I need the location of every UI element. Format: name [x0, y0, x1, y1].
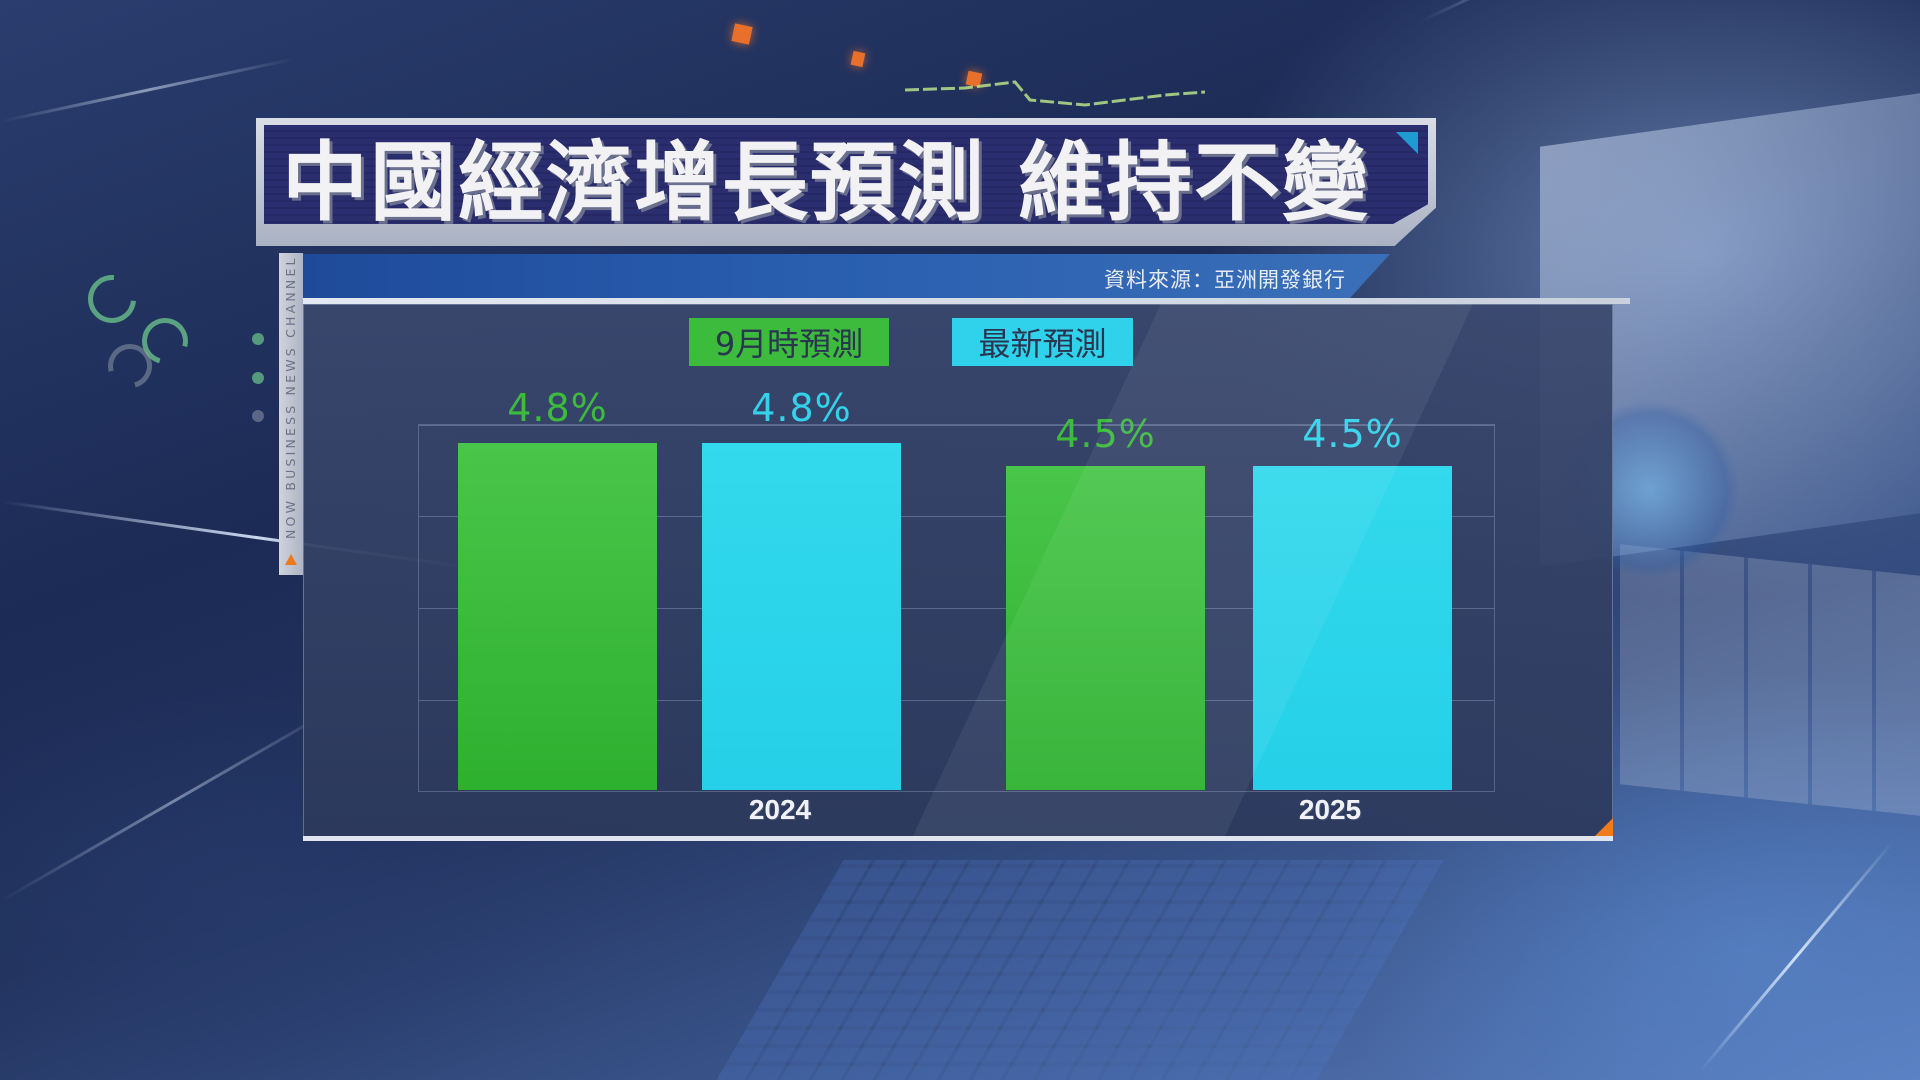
light-streak	[0, 700, 348, 903]
orange-cube-decoration	[965, 70, 983, 88]
legend-label: 9月時預測	[714, 325, 864, 363]
legend-item-latest-forecast: 最新預測	[952, 318, 1133, 366]
triangle-logo-icon	[285, 554, 297, 565]
bar-value-label: 4.8%	[751, 386, 852, 430]
ring-decoration	[99, 335, 161, 397]
bar-value-label: 4.5%	[1302, 412, 1403, 456]
divider	[300, 298, 1630, 304]
ring-decoration	[133, 309, 197, 373]
x-axis-label-2024: 2024	[748, 794, 812, 825]
gridline	[419, 608, 1494, 609]
source-label: 資料來源：亞洲開發銀行	[1104, 268, 1346, 292]
chart-legend: 9月時預測 最新預測	[303, 318, 1613, 366]
gridline	[419, 425, 1494, 426]
light-streak	[1419, 0, 1693, 23]
channel-label: NOW BUSINESS NEWS CHANNEL	[283, 255, 298, 539]
title-banner: 中國經濟增長預測 維持不變	[256, 118, 1436, 246]
light-streak	[0, 57, 294, 123]
bar-2025-september-forecast	[1006, 466, 1205, 790]
page-title: 中國經濟增長預測 維持不變	[282, 133, 1370, 233]
background-grid	[716, 860, 1444, 1080]
dot-decoration	[252, 333, 264, 345]
legend-item-september-forecast: 9月時預測	[689, 318, 889, 366]
bar-2024-latest-forecast	[702, 443, 901, 790]
bar-2025-latest-forecast	[1253, 466, 1452, 790]
light-streak	[1698, 840, 1894, 1073]
legend-label: 最新預測	[978, 325, 1107, 363]
dot-decoration	[252, 372, 264, 384]
corner-triangle-icon	[1595, 818, 1613, 836]
plot-area	[418, 424, 1495, 792]
orange-cube-decoration	[731, 23, 753, 45]
bar-value-label: 4.8%	[507, 386, 608, 430]
trend-line-decoration	[905, 80, 1205, 107]
chart-panel: 9月時預測 最新預測 4.8% 4.8% 4.5% 4.5% 2024 2025	[303, 304, 1613, 840]
channel-side-strip: NOW BUSINESS NEWS CHANNEL	[279, 253, 303, 575]
bar-value-label: 4.5%	[1055, 412, 1156, 456]
background-grid-panel	[1620, 544, 1920, 816]
dot-decoration	[252, 410, 264, 422]
ring-decoration	[78, 265, 146, 333]
source-strip: 資料來源：亞洲開發銀行	[300, 254, 1390, 302]
corner-triangle-icon	[1396, 132, 1418, 154]
gridline	[419, 700, 1494, 701]
orange-cube-decoration	[850, 50, 866, 68]
divider	[303, 836, 1613, 841]
x-axis-label-2025: 2025	[1298, 794, 1362, 825]
gridline	[419, 516, 1494, 517]
title-banner-inner: 中國經濟增長預測 維持不變	[264, 125, 1428, 224]
bar-2024-september-forecast	[458, 443, 657, 790]
